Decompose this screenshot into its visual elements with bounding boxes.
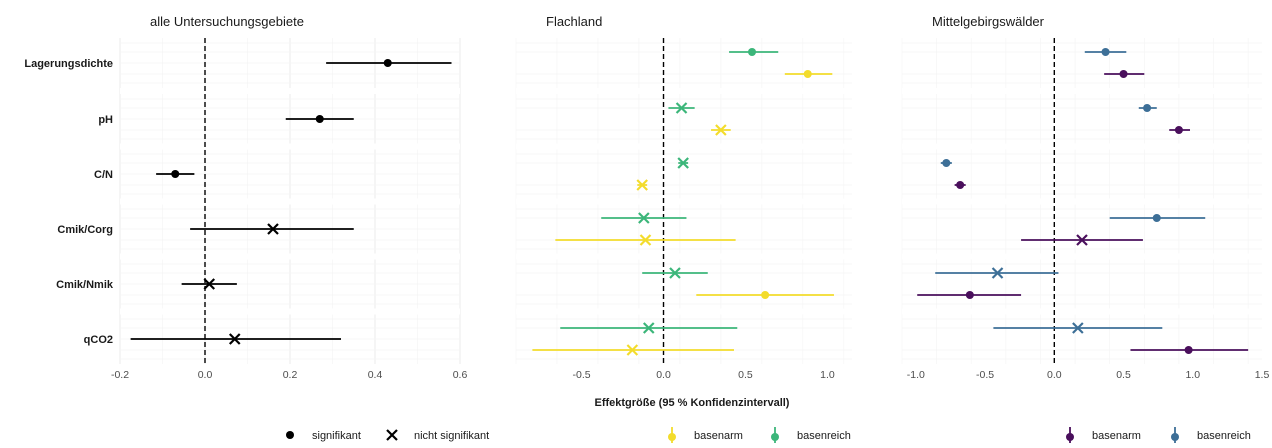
row-separator xyxy=(516,308,852,315)
row-separator xyxy=(120,253,460,260)
x-tick-label: -0.5 xyxy=(573,369,591,381)
legend-key-basenreich xyxy=(1171,433,1179,441)
series-alle-cmik-nmik-cross xyxy=(203,278,216,290)
legend-key-basenarm xyxy=(1066,433,1074,441)
legend-2: basenarm basenreich xyxy=(668,427,851,443)
series-basenreich-ph-point xyxy=(1143,104,1152,112)
series-basenreich-lagerungsdichte-point xyxy=(748,48,757,56)
legend-3: basenarm basenreich xyxy=(1066,427,1251,443)
panel-flachland: Flachland -0.5 0.0 0.5 1.0 xyxy=(515,14,852,381)
series-basenreich-cmik-corg-point xyxy=(1152,214,1161,222)
legend-key-signifikant xyxy=(286,431,294,439)
row-label-cmik-corg: Cmik/Corg xyxy=(57,224,113,236)
legend-key-basenarm xyxy=(668,433,676,441)
row-separator xyxy=(516,198,852,205)
series-alle-ph-point xyxy=(315,115,324,123)
series-basenreich-qco2-cross xyxy=(1072,322,1084,334)
x-tick-label: 0.6 xyxy=(453,369,468,381)
series-basenarm-cmik-corg-cross xyxy=(639,234,652,246)
series-basenarm-lagerungsdichte-point xyxy=(803,70,812,78)
series-basenreich-c-n-cross xyxy=(677,157,689,169)
legend-label-signifikant: signifikant xyxy=(312,430,361,442)
x-tick-label: 0.0 xyxy=(1047,369,1062,381)
row-separator xyxy=(516,143,852,150)
row-separator xyxy=(902,198,1262,205)
row-label-qco2: qCO2 xyxy=(84,334,113,346)
series-basenreich-ph-cross xyxy=(675,102,688,114)
x-tick-label: 0.5 xyxy=(738,369,753,381)
x-tick-label: 0.5 xyxy=(1116,369,1131,381)
x-tick-label: -1.0 xyxy=(907,369,925,381)
row-separator xyxy=(902,253,1262,260)
row-label-cmik-nmik: Cmik/Nmik xyxy=(56,279,114,291)
series-basenarm-cmik-corg-cross xyxy=(1076,234,1088,246)
legend-label-basenarm: basenarm xyxy=(1092,430,1141,442)
x-tick-label: 0.2 xyxy=(283,369,298,381)
series-basenreich-cmik-nmik-cross xyxy=(991,267,1004,279)
panel-title: alle Untersuchungsgebiete xyxy=(150,14,304,29)
x-tick-label: 1.0 xyxy=(1185,369,1200,381)
series-basenarm-lagerungsdichte-point xyxy=(1119,70,1128,78)
row-separator xyxy=(120,88,460,94)
panel-title: Flachland xyxy=(546,14,602,29)
row-separator xyxy=(120,143,460,150)
panel-title: Mittelgebirgswälder xyxy=(932,14,1045,29)
row-separator xyxy=(902,88,1262,94)
row-separator xyxy=(902,143,1262,150)
legend-label-nicht-signifikant: nicht signifikant xyxy=(414,430,489,442)
legend-key-basenreich xyxy=(771,433,779,441)
x-tick-label: 0.4 xyxy=(368,369,383,381)
row-separator xyxy=(516,88,852,94)
series-basenarm-cmik-nmik-point xyxy=(761,291,770,299)
x-tick-label: 0.0 xyxy=(656,369,671,381)
series-basenarm-c-n-cross xyxy=(636,179,648,191)
series-alle-qco2-cross xyxy=(228,333,241,345)
x-tick-label: 1.5 xyxy=(1255,369,1270,381)
x-tick-label: -0.2 xyxy=(111,369,129,381)
series-basenreich-qco2-cross xyxy=(642,322,655,334)
series-alle-lagerungsdichte-point xyxy=(383,59,392,67)
x-tick-label: 0.0 xyxy=(198,369,213,381)
panel-alle-untersuchungsgebiete: alle Untersuchungsgebiete -0.2 0.0 0.2 0.4 0.… xyxy=(111,14,467,381)
row-label-lagerungsdichte: Lagerungsdichte xyxy=(24,58,113,70)
x-axis-label: Effektgröße (95 % Konfidenzintervall) xyxy=(595,397,790,409)
series-basenreich-c-n-point xyxy=(942,159,951,167)
legend-key-nicht-signifikant xyxy=(386,429,398,441)
legend-label-basenreich: basenreich xyxy=(797,430,851,442)
series-basenarm-c-n-point xyxy=(956,181,965,189)
series-basenarm-ph-cross xyxy=(715,124,727,136)
series-alle-c-n-point xyxy=(171,170,180,178)
series-basenarm-ph-point xyxy=(1174,126,1183,134)
series-basenarm-cmik-nmik-point xyxy=(965,291,974,299)
row-separator xyxy=(120,198,460,205)
series-basenreich-cmik-nmik-cross xyxy=(669,267,681,279)
row-label-c-n: C/N xyxy=(94,169,113,181)
panel-mittelgebirgsw-lder: Mittelgebirgswälder -1.0 -0.5 0.0 0.5 1.0 1.5 xyxy=(901,14,1270,381)
row-separator xyxy=(120,308,460,315)
x-tick-label: -0.5 xyxy=(976,369,994,381)
series-basenarm-qco2-cross xyxy=(626,344,639,356)
row-separator xyxy=(516,253,852,260)
row-label-ph: pH xyxy=(98,114,113,126)
x-tick-label: 1.0 xyxy=(820,369,835,381)
legend-1: signifikant nicht signifikant xyxy=(286,429,489,442)
series-basenreich-cmik-corg-cross xyxy=(638,212,650,224)
series-basenarm-qco2-point xyxy=(1184,346,1193,354)
series-alle-cmik-corg-cross xyxy=(267,223,279,235)
row-separator xyxy=(902,308,1262,315)
series-basenreich-lagerungsdichte-point xyxy=(1101,48,1110,56)
legend-label-basenarm: basenarm xyxy=(694,430,743,442)
legend-label-basenreich: basenreich xyxy=(1197,430,1251,442)
